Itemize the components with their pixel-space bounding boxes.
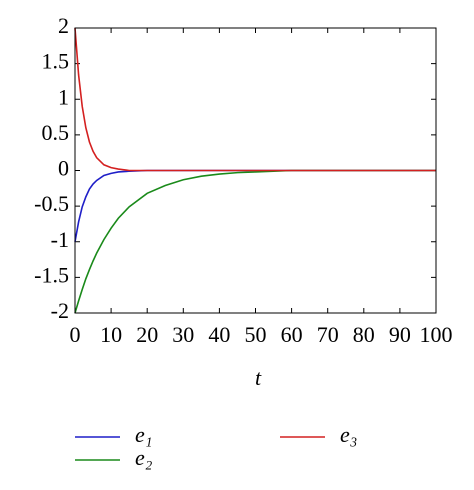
x-tick-label: 60 (281, 322, 303, 347)
x-tick-label: 20 (136, 322, 158, 347)
y-tick-label: 0.5 (42, 120, 70, 145)
series-line (74, 169, 436, 314)
x-tick-label: 90 (389, 322, 411, 347)
legend-label: e₁ (135, 422, 152, 447)
y-tick-label: 2 (58, 13, 69, 38)
x-tick-label: 0 (70, 322, 81, 347)
y-tick-label: -0.5 (34, 191, 69, 216)
y-tick-label: -1 (51, 227, 69, 252)
legend-label: e₂ (135, 445, 153, 470)
y-tick-label: 1.5 (42, 49, 70, 74)
x-tick-label: 10 (100, 322, 122, 347)
x-tick-label: 100 (420, 322, 453, 347)
y-tick-label: 1 (58, 84, 69, 109)
legend-label: e₃ (340, 422, 357, 447)
x-tick-label: 50 (245, 322, 267, 347)
y-tick-label: 0 (58, 156, 69, 181)
series-line (74, 27, 436, 172)
y-tick-label: -1.5 (34, 262, 69, 287)
y-tick-label: -2 (51, 298, 69, 323)
x-axis-label: t (255, 365, 262, 390)
x-tick-label: 40 (208, 322, 230, 347)
x-tick-label: 70 (317, 322, 339, 347)
x-tick-label: 30 (172, 322, 194, 347)
plot-frame (74, 27, 437, 314)
x-tick-label: 80 (353, 322, 375, 347)
